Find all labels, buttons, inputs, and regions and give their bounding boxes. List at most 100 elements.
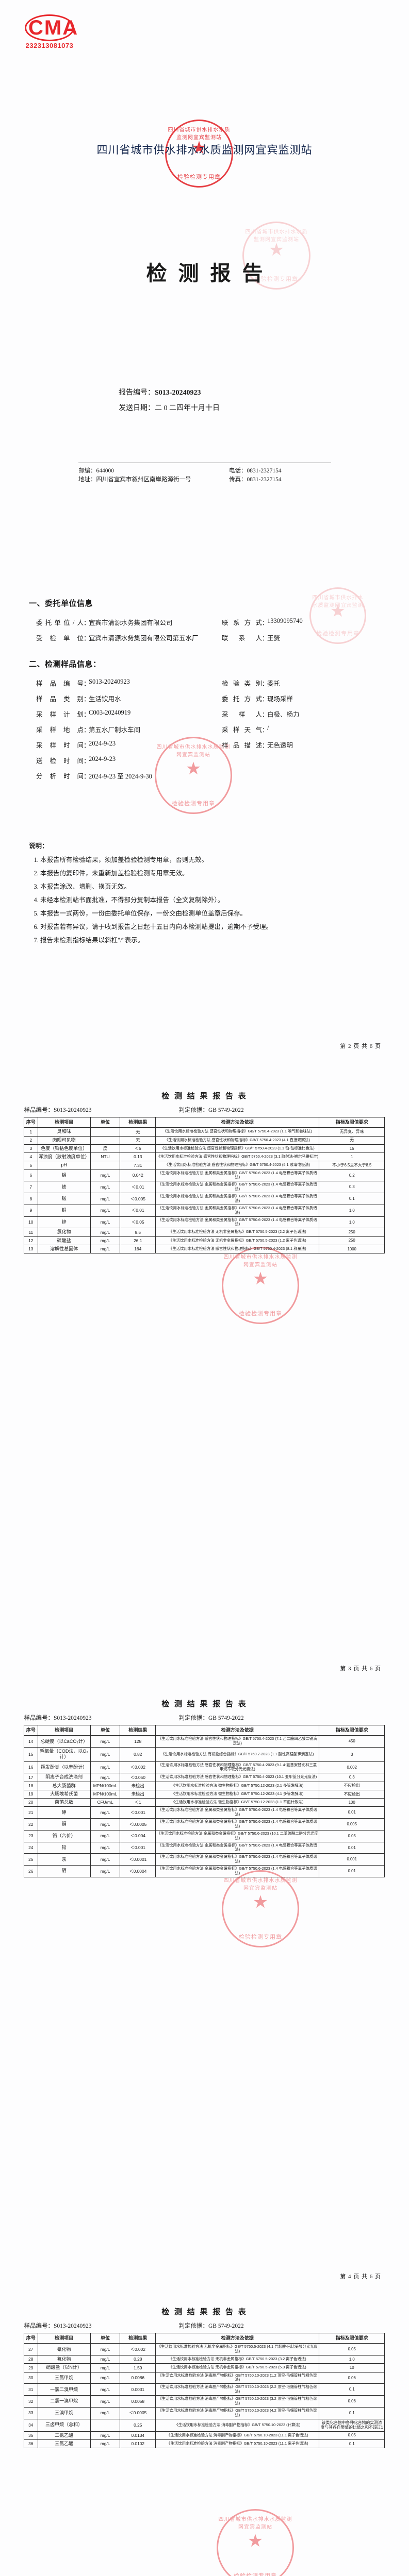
- sample-extra-2: 采样人： 白极、杨力: [222, 709, 377, 719]
- cell-unit: mg/L: [90, 1193, 121, 1205]
- cell-method: 《生活饮用水标准检验方法 感官性状和物理指标》GB/T 5750.4-2023 …: [155, 1152, 320, 1162]
- cell-unit: MPN/100mL: [90, 1789, 121, 1799]
- th-method: 检测方法及依据: [155, 2332, 320, 2344]
- sample-row-2: 采样计划： C003-20240919 采样人： 白极、杨力: [36, 709, 377, 719]
- cell-name: 汞: [37, 1853, 91, 1866]
- cell-method: 《生活饮用水标准检验方法 消毒副产物指标》GB/T 5750.10-2023 (…: [155, 2418, 320, 2432]
- cell-result: 未检出: [120, 1781, 156, 1790]
- sample-value-2: C003-20240919: [89, 709, 131, 716]
- th-no: 序号: [24, 2332, 38, 2344]
- client-label2-0: 联系方式: [222, 619, 262, 626]
- table-row: 17 阴离子合成洗涤剂 mg/L ＜0.050 《生活饮用水标准检验方法 感官性状和物理…: [24, 1773, 385, 1782]
- table-row: 15 耗氧量（COD法，以O₂计） mg/L 0.82 《生活饮用水标准检验方法 有机物…: [24, 1747, 385, 1762]
- cell-result: 128: [120, 1735, 156, 1748]
- table-row: 4 浑浊度（散射浊度单位） NTU 0.13 《生活饮用水标准检验方法 感官性状和物理指…: [24, 1152, 385, 1162]
- cell-unit: mg/L: [90, 1806, 121, 1819]
- sample-extra-1: 委托方式： 现场采样: [222, 693, 377, 703]
- cell-name: 铬（六价）: [37, 1829, 91, 1842]
- cell-result: 0.13: [120, 1152, 156, 1162]
- sample-no-cell-p4: 样品编号：S013-20240923: [24, 1714, 179, 1722]
- cell-method: 《生活饮用水标准检验方法 消毒副产物指标》GB/T 5750.10-2023 (…: [155, 2406, 320, 2419]
- cell-name: 阴离子合成洗涤剂: [37, 1773, 91, 1782]
- cell-name: 挥发酚类（以苯酚计）: [37, 1761, 91, 1774]
- official-seal-p3: 四川省城市供水排水水质监测网宜宾监测站 ★ 检验检测专用章: [222, 1247, 299, 1324]
- cell-no: 7: [24, 1181, 38, 1193]
- sample-label-6: 分析时间: [36, 773, 84, 780]
- sample-extra-4: 样品描述： 无色透明: [222, 740, 377, 750]
- cell-no: 35: [24, 2431, 38, 2440]
- cell-unit: mg/L: [90, 1204, 121, 1217]
- cell-limit: 0.1: [319, 1193, 385, 1205]
- cell-unit: mg/L: [90, 1228, 121, 1237]
- th-unit: 单位: [90, 1116, 121, 1128]
- cell-method: 《生活饮用水标准检验方法 无机非金属指标》GB/T 5750.5-2023 (1…: [155, 1236, 320, 1245]
- official-seal-p5: 四川省城市供水排水水质监测网宜宾监测站 ★ 检验检测专用章: [217, 2509, 294, 2576]
- table-header-row: 序号 检测项目 单位 检测结果 检测方法及依据 指标及限值要求: [24, 2332, 385, 2344]
- cell-result: 0.042: [120, 1169, 156, 1182]
- cell-unit: mg/L: [90, 1236, 121, 1245]
- cell-name: 三溴甲烷: [37, 2406, 91, 2419]
- th-result: 检测结果: [120, 1724, 156, 1736]
- sample-value2-1: 现场采样: [267, 696, 293, 703]
- contact-block: 邮编：644000 电话：0831-2327154 地址：四川省宜宾市叙州区南岸…: [78, 467, 336, 484]
- table-row: 36 三氯乙酸 mg/L 0.0102 《生活饮用水标准检验方法 消毒副产物指标》GB/…: [24, 2439, 385, 2449]
- cell-limit: 0.01: [319, 1841, 385, 1854]
- cell-result: 1.59: [120, 2363, 156, 2372]
- table-row: 29 硝酸盐（以N计） mg/L 1.59 《生活饮用水标准检验方法 无机非金属指标》G…: [24, 2363, 385, 2372]
- cell-limit: 100: [319, 1798, 385, 1807]
- table-row: 23 铬（六价） mg/L ＜0.004 《生活饮用水标准检验方法 金属和类金属指标》G…: [24, 1829, 385, 1842]
- th-unit: 单位: [90, 1724, 121, 1736]
- sample-row-6: 分析时间： 2024-9-23 至 2024-9-30: [36, 771, 377, 781]
- cell-result: 26.1: [120, 1236, 156, 1245]
- cell-no: 15: [24, 1747, 38, 1762]
- client-value-0: 宜宾市清源水务集团有限公司: [89, 619, 173, 626]
- sample-label2-3: 采样天气: [222, 726, 262, 734]
- seal-top-text-watermark: 四川省城市供水排水水质监测网宜宾监测站: [245, 229, 308, 243]
- seal-star-icon-p5: ★: [247, 2532, 264, 2551]
- th-name: 检测项目: [37, 1116, 91, 1128]
- cell-name: 三氯甲烷: [37, 2371, 91, 2384]
- results-table-page5: 序号 检测项目 单位 检测结果 检测方法及依据 指标及限值要求 27 氰化物 mg/…: [24, 2332, 385, 2449]
- seal-bottom-text-p4: 检验检测专用章: [239, 1934, 282, 1940]
- table-row: 19 大肠埃希氏菌 MPN/100mL 未检出 《生活饮用水标准检验方法 微生物指标》G…: [24, 1789, 385, 1799]
- client-info-grid: 委托单位/人： 宜宾市清源水务集团有限公司 联系方式： 13309095740 …: [36, 617, 377, 648]
- cell-result: 未检出: [120, 1789, 156, 1799]
- cell-unit: mg/L: [90, 2395, 121, 2408]
- official-seal-p4: 四川省城市供水排水水质监测网宜宾监测站 ★ 检验检测专用章: [222, 1870, 299, 1947]
- cell-name: 锌: [37, 1216, 91, 1229]
- cell-limit: 15: [319, 1144, 385, 1154]
- cell-limit: 1.0: [319, 1204, 385, 1217]
- seal-star-icon-p4: ★: [252, 1893, 269, 1912]
- cell-unit: mg/L: [90, 1853, 121, 1866]
- table-row: 35 二氯乙酸 mg/L 0.0134 《生活饮用水标准检验方法 消毒副产物指标》GB/…: [24, 2431, 385, 2440]
- table-header-row: 序号 检测项目 单位 检测结果 检测方法及依据 指标及限值要求: [24, 1724, 385, 1736]
- address-cell: 地址：四川省宜宾市叙州区南岸路源街一号: [78, 476, 229, 484]
- cell-result: 0.82: [120, 1747, 156, 1762]
- cell-method: 《生活饮用水标准检验方法 无机非金属指标》GB/T 5750.5-2023 (4…: [155, 2343, 320, 2355]
- sample-info-grid: 样品编号： S013-20240923 检验类别： 委托 样品类别： 生活饮用水…: [36, 678, 377, 786]
- cell-name: 硝酸盐（以N计）: [37, 2363, 91, 2372]
- sample-no-cell: 样品编号：S013-20240923: [24, 1106, 179, 1114]
- th-method: 检测方法及依据: [155, 1724, 320, 1736]
- table-row: 2 肉眼可见物 无《生活饮用水标准检验方法 感官性状和物理指标》GB/T 5750.…: [24, 1136, 385, 1145]
- sample-label2-2: 采样人: [222, 711, 262, 718]
- th-name: 检测项目: [37, 2332, 91, 2344]
- standard-value-p4: GB 5749-2022: [208, 1715, 244, 1721]
- standard-cell-p5: 判定依据：GB 5749-2022: [179, 2321, 385, 2330]
- sample-label2-0: 检验类别: [222, 680, 262, 687]
- cell-limit: 0.06: [319, 2371, 385, 2384]
- cell-no: 33: [24, 2406, 38, 2419]
- cell-name: 氟化物: [37, 2354, 91, 2364]
- seal-star-icon-p3: ★: [252, 1269, 269, 1289]
- cell-name: 浑浊度（散射浊度单位）: [37, 1152, 91, 1162]
- standard-cell: 判定依据：GB 5749-2022: [179, 1106, 385, 1114]
- cma-oval-label: CMA: [25, 14, 77, 41]
- seal-top-text-p5: 四川省城市供水排水水质监测网宜宾监测站: [218, 2517, 292, 2530]
- cell-result: ＜0.0005: [120, 1818, 156, 1831]
- sample-label-5: 送检时间: [36, 757, 84, 765]
- cell-method: 《生活饮用水标准检验方法 金属和类金属指标》GB/T 5750.6-2023 (…: [155, 1841, 320, 1854]
- cell-no: 19: [24, 1789, 38, 1799]
- results-table-title: 检 测 结 果 报 告 表: [161, 1092, 248, 1100]
- results-body-p3: 1 臭和味无《生活饮用水标准检验方法 感官性状和物理指标》GB/T 5750.4-…: [24, 1127, 385, 1254]
- cell-method: 《生活饮用水标准检验方法 消毒副产物指标》GB/T 5750.10-2023 (…: [155, 2395, 320, 2408]
